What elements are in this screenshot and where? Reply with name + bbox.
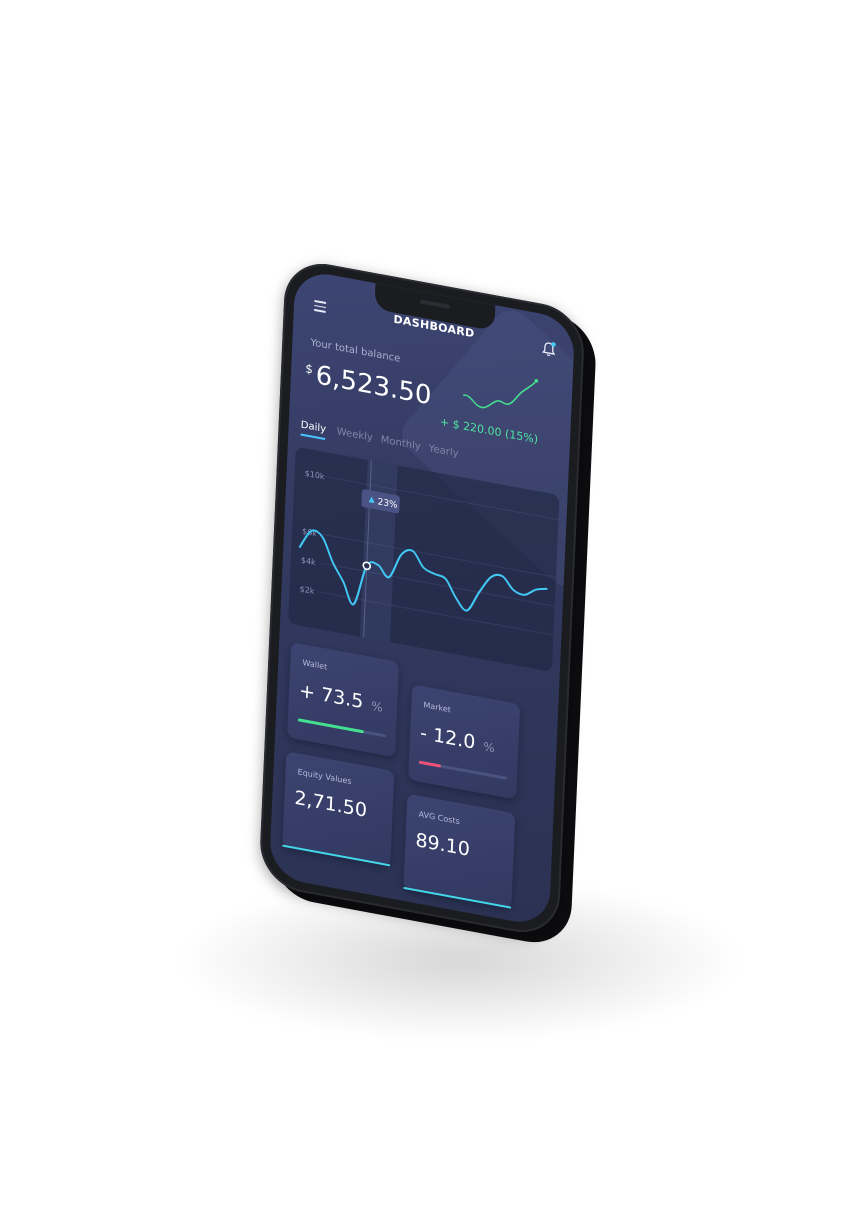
app-screen: DASHBOARD Your total balance $6,523.50 +… <box>268 268 576 928</box>
chart-gridline <box>320 562 555 607</box>
market-value: - 12.0 % <box>419 721 495 756</box>
market-label: Market <box>423 700 452 715</box>
balance-sparkline <box>462 379 539 409</box>
wallet-card[interactable]: Wallet + 73.5 % <box>287 641 400 758</box>
chart-highlight-point[interactable] <box>362 561 372 571</box>
up-arrow-icon <box>368 496 375 504</box>
wallet-label: Wallet <box>302 658 328 672</box>
equity-values-underline <box>282 844 391 867</box>
line-chart: $10k$6k$4k$2k 23% <box>298 459 559 643</box>
phone-mockup: DASHBOARD Your total balance $6,523.50 +… <box>258 256 598 950</box>
wallet-progress <box>297 718 386 738</box>
chart-y-tick-label: $2k <box>299 584 315 596</box>
tab-weekly[interactable]: Weekly <box>336 426 374 444</box>
tab-yearly[interactable]: Yearly <box>428 443 459 460</box>
wallet-progress-fill <box>297 718 364 734</box>
avg-costs-label: AVG Costs <box>418 809 460 827</box>
balance-chart: $10k $6k $4k $2k 23% <box>288 446 560 672</box>
currency-symbol: $ <box>304 361 314 377</box>
chart-grid <box>319 476 559 636</box>
chart-y-tick-label: $4k <box>301 556 317 568</box>
chart-highlight-line <box>363 460 372 638</box>
equity-values-card[interactable]: Equity Values 2,71.50 <box>282 751 395 867</box>
balance-label: Your total balance <box>310 337 401 365</box>
market-progress-fill <box>418 760 441 768</box>
chart-gridline <box>322 533 556 578</box>
market-card[interactable]: Market - 12.0 % <box>408 684 521 800</box>
chart-tooltip-box <box>361 489 400 514</box>
chart-tooltip: 23% <box>361 489 400 514</box>
chart-series-line <box>298 529 548 612</box>
equity-values-value: 2,71.50 <box>293 786 368 822</box>
chart-highlight-band <box>359 459 398 643</box>
chart-y-ticks: $10k$6k$4k$2k <box>299 469 325 596</box>
avg-costs-value: 89.10 <box>415 829 471 861</box>
avg-costs-underline <box>403 886 512 909</box>
chart-gridline <box>319 591 554 636</box>
chart-tooltip-label: 23% <box>377 497 398 511</box>
tab-monthly[interactable]: Monthly <box>380 434 421 453</box>
wallet-value: + 73.5 % <box>298 679 384 715</box>
phone-body: DASHBOARD Your total balance $6,523.50 +… <box>258 256 586 940</box>
chart-gridline <box>324 476 559 521</box>
tab-daily[interactable]: Daily <box>300 419 327 436</box>
bell-icon[interactable] <box>541 340 556 358</box>
total-balance: $6,523.50 <box>304 358 432 411</box>
avg-costs-card[interactable]: AVG Costs 89.10 <box>403 793 516 909</box>
market-progress <box>418 760 507 780</box>
equity-values-label: Equity Values <box>297 767 352 787</box>
balance-amount: 6,523.50 <box>315 360 433 412</box>
chart-y-tick-label: $10k <box>304 469 325 482</box>
